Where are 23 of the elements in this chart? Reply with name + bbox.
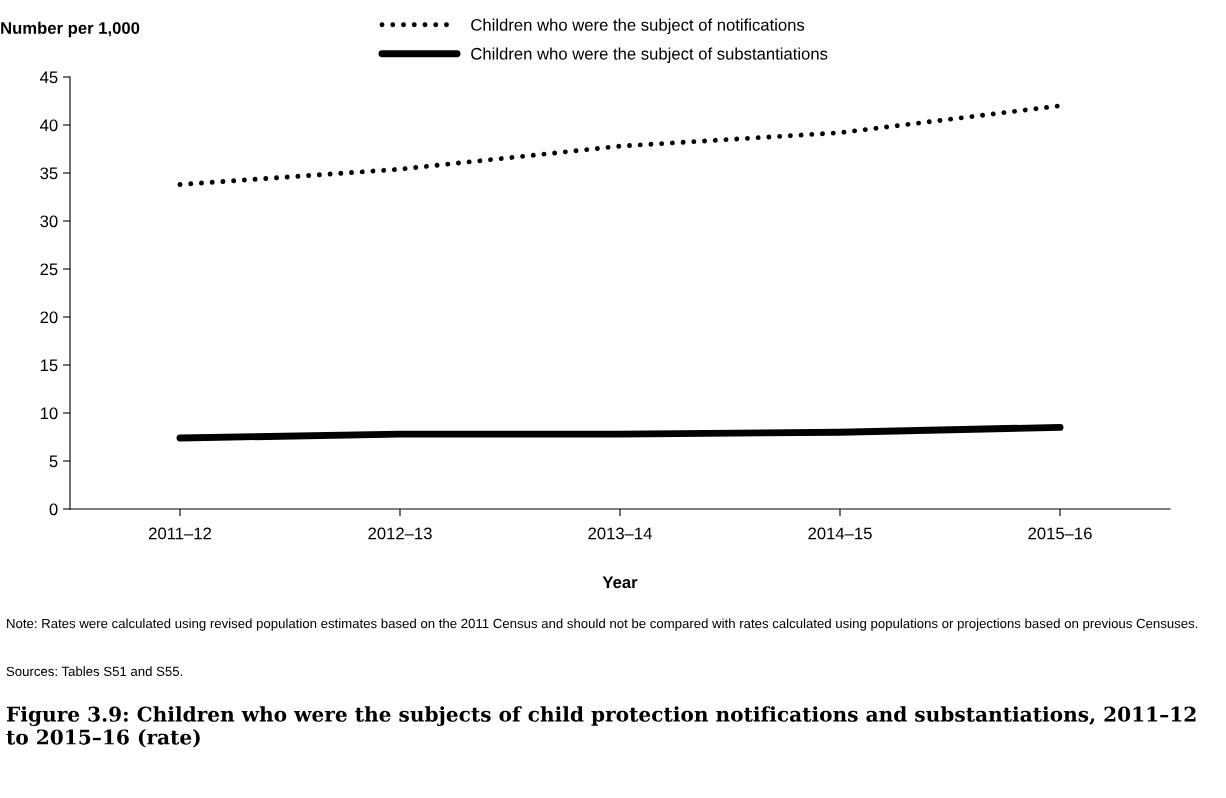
text: Figure 3.9: Children who were the subjects of child protection notifications and substantiations, 2011–12 to 2015–16 (rate): [6, 706, 1196, 748]
x-tick-label: 2012–13: [368, 527, 432, 540]
x-axis-title: Year: [602, 576, 638, 589]
y-tick-label: 15: [40, 359, 58, 372]
y-tick-label: 10: [40, 407, 58, 420]
source-note: Sources: Tables S51 and S55.: [6, 666, 183, 677]
line-series: [177, 103, 1063, 187]
y-tick-label: 20: [40, 311, 58, 324]
legend-label: Children who were the subject of substantiations: [471, 47, 828, 63]
y-tick-label: 35: [40, 167, 58, 180]
legend-label: Children who were the subject of notifications: [471, 18, 805, 35]
x-tick-label: 2014–15: [808, 527, 872, 540]
y-tick-label: 30: [40, 215, 58, 228]
text: Note: Rates were calculated using revised population estimates based on the 2011 Census and should not be compared with rates calculated using populations or projections based on previous Censuses.: [7, 618, 1198, 631]
y-axis-title: Number per 1,000: [1, 21, 140, 38]
x-tick-label: 2011–12: [149, 527, 211, 540]
x-tick-label: 2015–16: [1028, 527, 1092, 540]
y-tick-label: 45: [40, 71, 58, 84]
y-tick-label: 40: [40, 119, 58, 132]
y-tick-label: 25: [40, 263, 58, 276]
x-tick-label: 2013–14: [588, 527, 652, 540]
y-tick-label: 0: [49, 503, 58, 516]
y-tick-label: 5: [49, 455, 58, 468]
